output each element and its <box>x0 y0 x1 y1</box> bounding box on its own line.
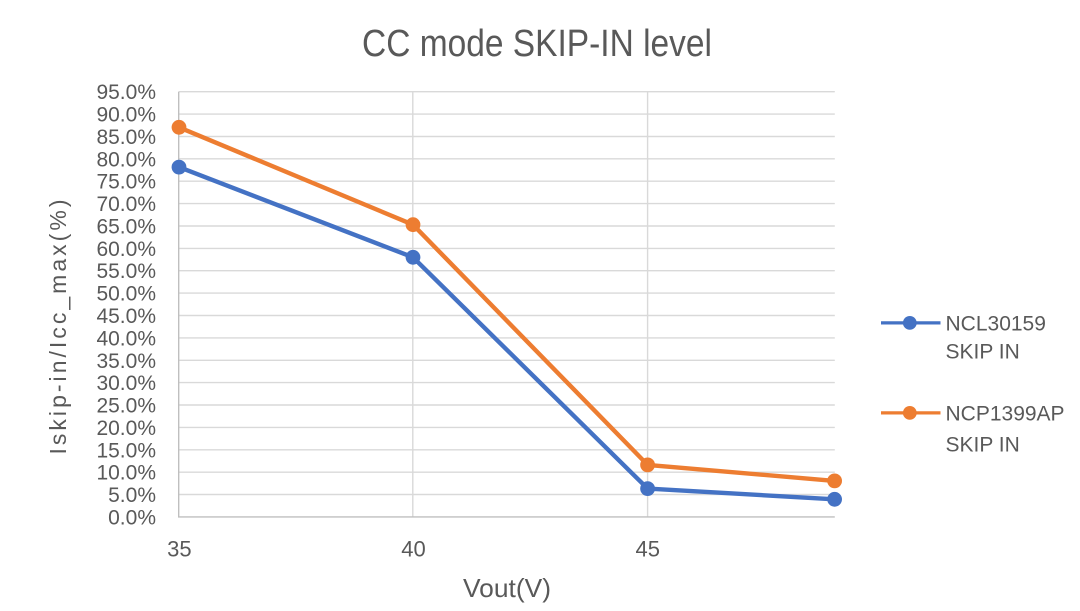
svg-text:75.0%: 75.0% <box>96 171 156 194</box>
svg-text:55.0%: 55.0% <box>96 260 156 283</box>
svg-text:10.0%: 10.0% <box>96 462 156 485</box>
svg-text:45: 45 <box>636 537 660 562</box>
svg-text:95.0%: 95.0% <box>96 81 156 104</box>
svg-text:20.0%: 20.0% <box>96 417 156 440</box>
svg-text:30.0%: 30.0% <box>96 372 156 395</box>
svg-text:90.0%: 90.0% <box>96 104 156 127</box>
svg-text:35: 35 <box>167 537 191 562</box>
svg-text:15.0%: 15.0% <box>96 439 156 462</box>
svg-text:SKIP IN: SKIP IN <box>946 433 1020 456</box>
svg-text:25.0%: 25.0% <box>96 395 156 418</box>
svg-text:45.0%: 45.0% <box>96 305 156 328</box>
svg-text:35.0%: 35.0% <box>96 350 156 373</box>
svg-text:Vout(V): Vout(V) <box>463 573 551 603</box>
svg-text:40.0%: 40.0% <box>96 327 156 350</box>
svg-text:0.0%: 0.0% <box>108 506 156 529</box>
svg-text:65.0%: 65.0% <box>96 216 156 239</box>
svg-text:5.0%: 5.0% <box>108 484 156 507</box>
svg-text:40: 40 <box>401 537 425 562</box>
svg-text:NCL30159: NCL30159 <box>946 312 1046 335</box>
svg-text:50.0%: 50.0% <box>96 283 156 306</box>
svg-text:80.0%: 80.0% <box>96 148 156 171</box>
svg-text:CC mode SKIP-IN level: CC mode SKIP-IN level <box>362 23 712 65</box>
svg-text:SKIP IN: SKIP IN <box>946 340 1020 363</box>
svg-text:60.0%: 60.0% <box>96 238 156 261</box>
svg-text:85.0%: 85.0% <box>96 126 156 149</box>
svg-text:70.0%: 70.0% <box>96 193 156 216</box>
svg-text:NCP1399AP: NCP1399AP <box>946 402 1065 425</box>
